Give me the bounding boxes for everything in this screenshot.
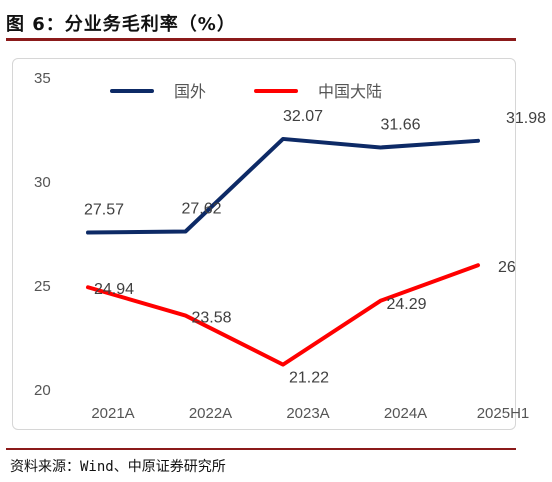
chart-frame	[12, 58, 516, 430]
series-layer	[86, 136, 480, 367]
y-tick-label: 20	[34, 382, 51, 399]
data-labels: 27.57 27.62 32.07 31.66 31.98 24.94 23.58 21.22…	[84, 108, 546, 387]
series-line-overseas	[86, 136, 480, 235]
data-label: 27.62	[182, 201, 222, 218]
x-axis: 2021A 2022A 2023A 2024A 2025H1	[91, 405, 529, 422]
x-tick-label: 2023A	[286, 405, 329, 422]
x-tick-label: 2024A	[384, 405, 427, 422]
data-label: 31.98	[506, 110, 546, 127]
data-label: 27.57	[84, 202, 124, 219]
y-tick-label: 30	[34, 174, 51, 191]
series-line-mainland	[86, 263, 480, 367]
data-label: 21.22	[289, 370, 329, 387]
data-label: 32.07	[283, 108, 323, 125]
legend-label: 国外	[174, 83, 206, 101]
title-divider	[6, 38, 516, 41]
x-tick-label: 2022A	[189, 405, 232, 422]
figure-title: 图 6：分业务毛利率（%）	[6, 14, 236, 35]
source-note: 资料来源：Wind、中原证券研究所	[10, 459, 226, 475]
data-label: 31.66	[381, 116, 421, 133]
data-label: 24.29	[387, 296, 427, 313]
x-tick-label: 2025H1	[477, 405, 530, 422]
x-tick-label: 2021A	[91, 405, 134, 422]
data-label: 23.58	[192, 310, 232, 327]
footer-divider	[6, 448, 516, 450]
y-tick-label: 35	[34, 70, 51, 87]
y-axis: 20 25 30 35	[34, 70, 51, 399]
legend: 国外 中国大陆	[110, 83, 382, 101]
y-tick-label: 25	[34, 278, 51, 295]
data-label: 24.94	[94, 281, 134, 298]
data-label: 26	[498, 259, 516, 276]
legend-label: 中国大陆	[318, 83, 382, 101]
